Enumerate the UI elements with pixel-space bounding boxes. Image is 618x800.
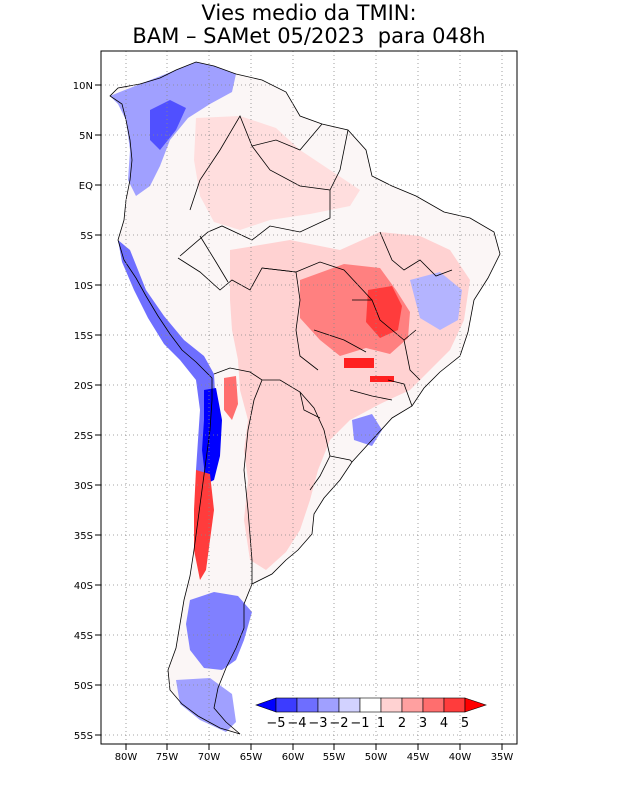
bias-red-altiplano [224,376,238,420]
map-frame [100,50,518,745]
lat-label-40s: 40S [74,581,93,592]
lon-label-80w: 80W [115,752,138,763]
lon-label-35w: 35W [491,752,514,763]
bias-blue-andes [118,240,216,500]
lat-label-55s: 55S [74,731,93,742]
colorbar-label-m1: −1 [350,716,369,731]
bias-red-patch-2 [370,376,394,382]
colorbar-swatch-8 [422,697,445,713]
colorbar-swatch-10 [464,697,487,713]
bias-pink-north [194,116,360,230]
lat-label-15s: 15S [74,331,93,342]
colorbar-label-4: 4 [440,716,448,731]
bias-blue-north-core [150,100,186,150]
lat-label-35s: 35S [74,531,93,542]
bias-pink-central [230,232,470,570]
bias-blue-atacama [202,388,222,484]
lat-label-eq: EQ [79,181,93,192]
bias-blue-southeast [352,414,382,446]
lat-label-5n: 5N [79,131,93,142]
title-line-1: Vies medio da TMIN: [201,1,417,25]
lon-label-45w: 45W [407,752,430,763]
lat-label-25s: 25S [74,431,93,442]
lon-label-70w: 70W [198,752,221,763]
lon-labels: 80W 75W 70W 65W 60W 55W 50W 45W 40W 35W [115,752,514,763]
bias-red-patch-1 [344,358,374,368]
title-line-2: BAM – SAMet 05/2023 para 048h [132,24,486,48]
lon-label-40w: 40W [449,752,472,763]
colorbar: −5 −4 −3 −2 −1 1 2 3 4 5 [254,697,488,731]
lat-label-20s: 20S [74,381,93,392]
lat-label-10s: 10S [74,281,93,292]
country-boundaries [109,61,501,735]
bias-blue-tip [176,678,236,732]
colorbar-label-2: 2 [398,716,406,731]
colorbar-label-3: 3 [419,716,427,731]
bias-blue-patagonia [186,592,252,670]
colorbar-label-m5: −5 [266,716,285,731]
grid-lines [101,51,517,744]
bias-blue-east [410,272,462,330]
colorbar-swatch-6 [380,697,403,713]
lon-label-55w: 55W [323,752,346,763]
colorbar-swatch-7 [401,697,424,713]
colorbar-label-m4: −4 [287,716,306,731]
bias-red-core [366,286,402,338]
colorbar-label-5: 5 [461,716,469,731]
lat-label-50s: 50S [74,681,93,692]
colorbar-label-m2: −2 [329,716,348,731]
map-title: Vies medio da TMIN: BAM – SAMet 05/2023 … [0,2,618,48]
colorbar-swatch-5 [359,697,382,713]
tick-marks [95,84,503,750]
lon-label-60w: 60W [282,752,305,763]
colorbar-label-m3: −3 [308,716,327,731]
colorbar-label-1: 1 [377,716,385,731]
lat-label-30s: 30S [74,481,93,492]
lat-label-5s: 5S [80,231,93,242]
lat-label-45s: 45S [74,631,93,642]
lon-label-75w: 75W [156,752,179,763]
bias-red-chile [194,470,214,580]
colorbar-swatch-9 [443,697,466,713]
lat-labels: 10N 5N EQ 5S 10S 15S 20S 25S 30S 35S 40S… [73,81,93,742]
lon-label-50w: 50W [365,752,388,763]
colorbar-swatch-1 [275,697,298,713]
colorbar-swatch-3 [317,697,340,713]
colorbar-swatch-4 [338,697,361,713]
lon-label-65w: 65W [240,752,263,763]
lat-label-10n: 10N [73,81,93,92]
colorbar-swatch-2 [296,697,319,713]
